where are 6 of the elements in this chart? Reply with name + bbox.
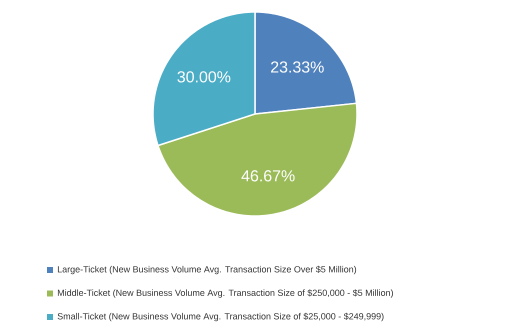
data-label: 23.33%: [271, 61, 324, 73]
legend-label: Small-Ticket (New Business Volume Avg. Transaction Size of $25,000 - $249,999): [58, 312, 384, 322]
data-label: 30.00%: [177, 71, 230, 82]
data-label: 46.67%: [241, 170, 295, 182]
legend-label: Middle-Ticket (New Business Volume Avg. Transaction Size of $250,000 - $5 Million): [58, 289, 393, 298]
legend-label: Large-Ticket (New Business Volume Avg. Transaction Size Over $5 Million): [58, 266, 356, 274]
